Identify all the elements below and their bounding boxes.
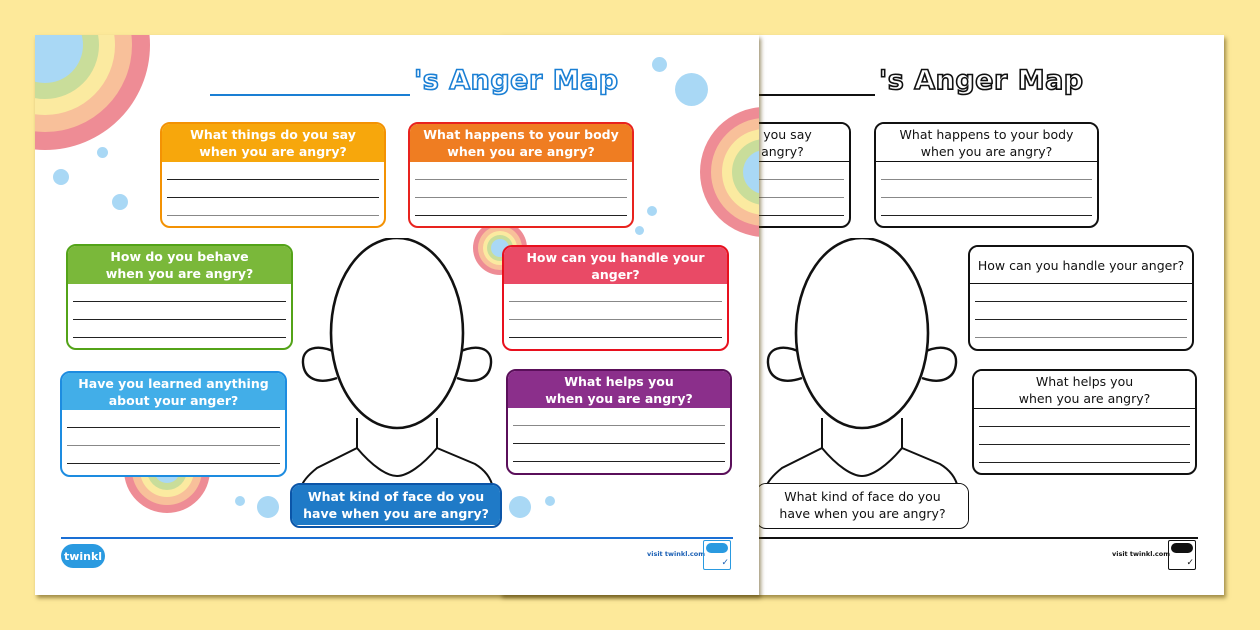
name-blank-line[interactable] [210, 94, 410, 96]
answer-line[interactable] [415, 197, 627, 198]
question-box-body[interactable]: What happens to your body when you are an… [874, 122, 1099, 228]
worksheet-title: 's Anger Map [210, 64, 630, 105]
question-line2: about your anger? [108, 392, 239, 408]
answer-line[interactable] [881, 179, 1092, 180]
question-line1: How can you handle your anger? [977, 257, 1185, 273]
bubble-decoration [509, 496, 531, 518]
bubble-decoration [112, 194, 128, 210]
bubble-decoration [545, 496, 555, 506]
question-line1: What happens to your body [899, 126, 1074, 142]
answer-line[interactable] [881, 215, 1092, 216]
question-line2: when you are angry? [105, 266, 254, 281]
visit-twinkl-link[interactable]: visit twinkl.com [1112, 550, 1171, 558]
question-box-learned[interactable]: Have you learned anything about your ange… [60, 371, 287, 477]
answer-line[interactable] [167, 215, 379, 216]
question-line1: What helps you [564, 373, 674, 389]
question-line1: What happens to your body [423, 127, 619, 142]
footer-divider [61, 537, 733, 539]
question-box-say[interactable]: What things do you say when you are angry… [160, 122, 386, 228]
quality-badge-icon: ✓ [1168, 540, 1196, 570]
answer-line[interactable] [975, 337, 1187, 338]
question-line1: What kind of face do you [784, 489, 941, 504]
question-line1: How can you handle your anger? [526, 249, 705, 282]
worksheet-title: 's Anger Map [675, 64, 1095, 105]
answer-line[interactable] [979, 444, 1190, 445]
answer-line[interactable] [73, 301, 286, 302]
answer-line[interactable] [67, 445, 280, 446]
bubble-decoration [257, 496, 279, 518]
bubble-decoration [652, 57, 667, 72]
blank-face-outline-icon [764, 238, 960, 488]
answer-line[interactable] [509, 319, 722, 320]
question-line2: when you are angry? [447, 144, 595, 159]
answer-line[interactable] [513, 461, 725, 462]
question-line1: What things do you say [190, 127, 356, 142]
bubble-decoration [647, 206, 657, 216]
answer-line[interactable] [979, 462, 1190, 463]
twinkl-logo[interactable]: twinkl [61, 544, 105, 568]
question-box-handle[interactable]: How can you handle your anger? [968, 245, 1194, 351]
title-text: 's Anger Map [413, 64, 619, 97]
worksheet-page-color: 's Anger Map What things do you say when … [35, 35, 759, 595]
blank-face-outline-icon [299, 238, 495, 488]
answer-line[interactable] [73, 337, 286, 338]
answer-line[interactable] [167, 179, 379, 180]
question-line1: Have you learned anything [78, 375, 269, 391]
answer-line[interactable] [415, 179, 627, 180]
bubble-decoration [53, 169, 69, 185]
title-text: 's Anger Map [878, 64, 1084, 97]
question-line1: What helps you [1035, 373, 1134, 389]
question-box-helps[interactable]: What helps you when you are angry? [972, 369, 1197, 475]
question-box-face[interactable]: What kind of face do you have when you ar… [290, 483, 502, 528]
answer-line[interactable] [509, 337, 722, 338]
answer-line[interactable] [73, 319, 286, 320]
question-box-helps[interactable]: What helps you when you are angry? [506, 369, 732, 475]
answer-line[interactable] [975, 301, 1187, 302]
bubble-decoration [235, 496, 245, 506]
question-box-face[interactable]: What kind of face do you have when you ar… [756, 483, 969, 529]
footer-divider [526, 537, 1198, 539]
answer-line[interactable] [167, 197, 379, 198]
question-line2: when you are angry? [199, 144, 347, 159]
visit-twinkl-link[interactable]: visit twinkl.com [647, 550, 706, 558]
answer-line[interactable] [509, 301, 722, 302]
name-blank-line[interactable] [675, 94, 875, 96]
question-line2: have when you are angry? [303, 506, 489, 521]
question-line1: What kind of face do you [307, 489, 485, 504]
answer-line[interactable] [513, 443, 725, 444]
answer-line[interactable] [67, 427, 280, 428]
question-line2: when you are angry? [920, 143, 1053, 159]
bubble-decoration [635, 226, 644, 235]
answer-line[interactable] [975, 319, 1187, 320]
bubble-decoration [97, 147, 108, 158]
answer-line[interactable] [513, 425, 725, 426]
question-box-handle[interactable]: How can you handle your anger? [502, 245, 729, 351]
question-box-behave[interactable]: How do you behave when you are angry? [66, 244, 293, 350]
question-line2: have when you are angry? [779, 506, 946, 521]
answer-line[interactable] [415, 215, 627, 216]
bubble-decoration [675, 73, 708, 106]
question-line2: when you are angry? [545, 390, 693, 406]
quality-badge-icon: ✓ [703, 540, 731, 570]
answer-line[interactable] [67, 463, 280, 464]
question-line1: How do you behave [110, 249, 249, 264]
question-line2: when you are angry? [1018, 390, 1151, 406]
answer-line[interactable] [979, 426, 1190, 427]
question-box-body[interactable]: What happens to your body when you are an… [408, 122, 634, 228]
answer-line[interactable] [881, 197, 1092, 198]
